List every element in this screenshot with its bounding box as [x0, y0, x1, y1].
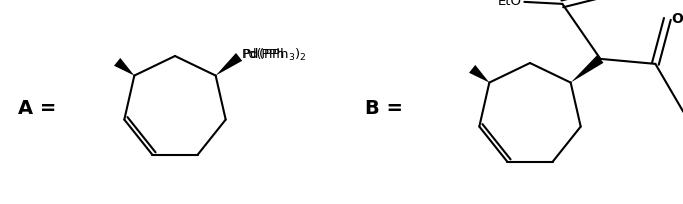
- Text: O: O: [671, 12, 683, 26]
- Polygon shape: [216, 53, 242, 75]
- Polygon shape: [114, 58, 135, 75]
- Text: EtO: EtO: [497, 0, 521, 8]
- Text: Pd(PPh$_3$)$_2$: Pd(PPh$_3$)$_2$: [242, 47, 307, 63]
- Text: A =: A =: [18, 99, 57, 118]
- Text: B =: B =: [365, 99, 403, 118]
- Polygon shape: [469, 65, 489, 83]
- Polygon shape: [571, 55, 604, 83]
- Text: Pd(PPh: Pd(PPh: [242, 48, 285, 61]
